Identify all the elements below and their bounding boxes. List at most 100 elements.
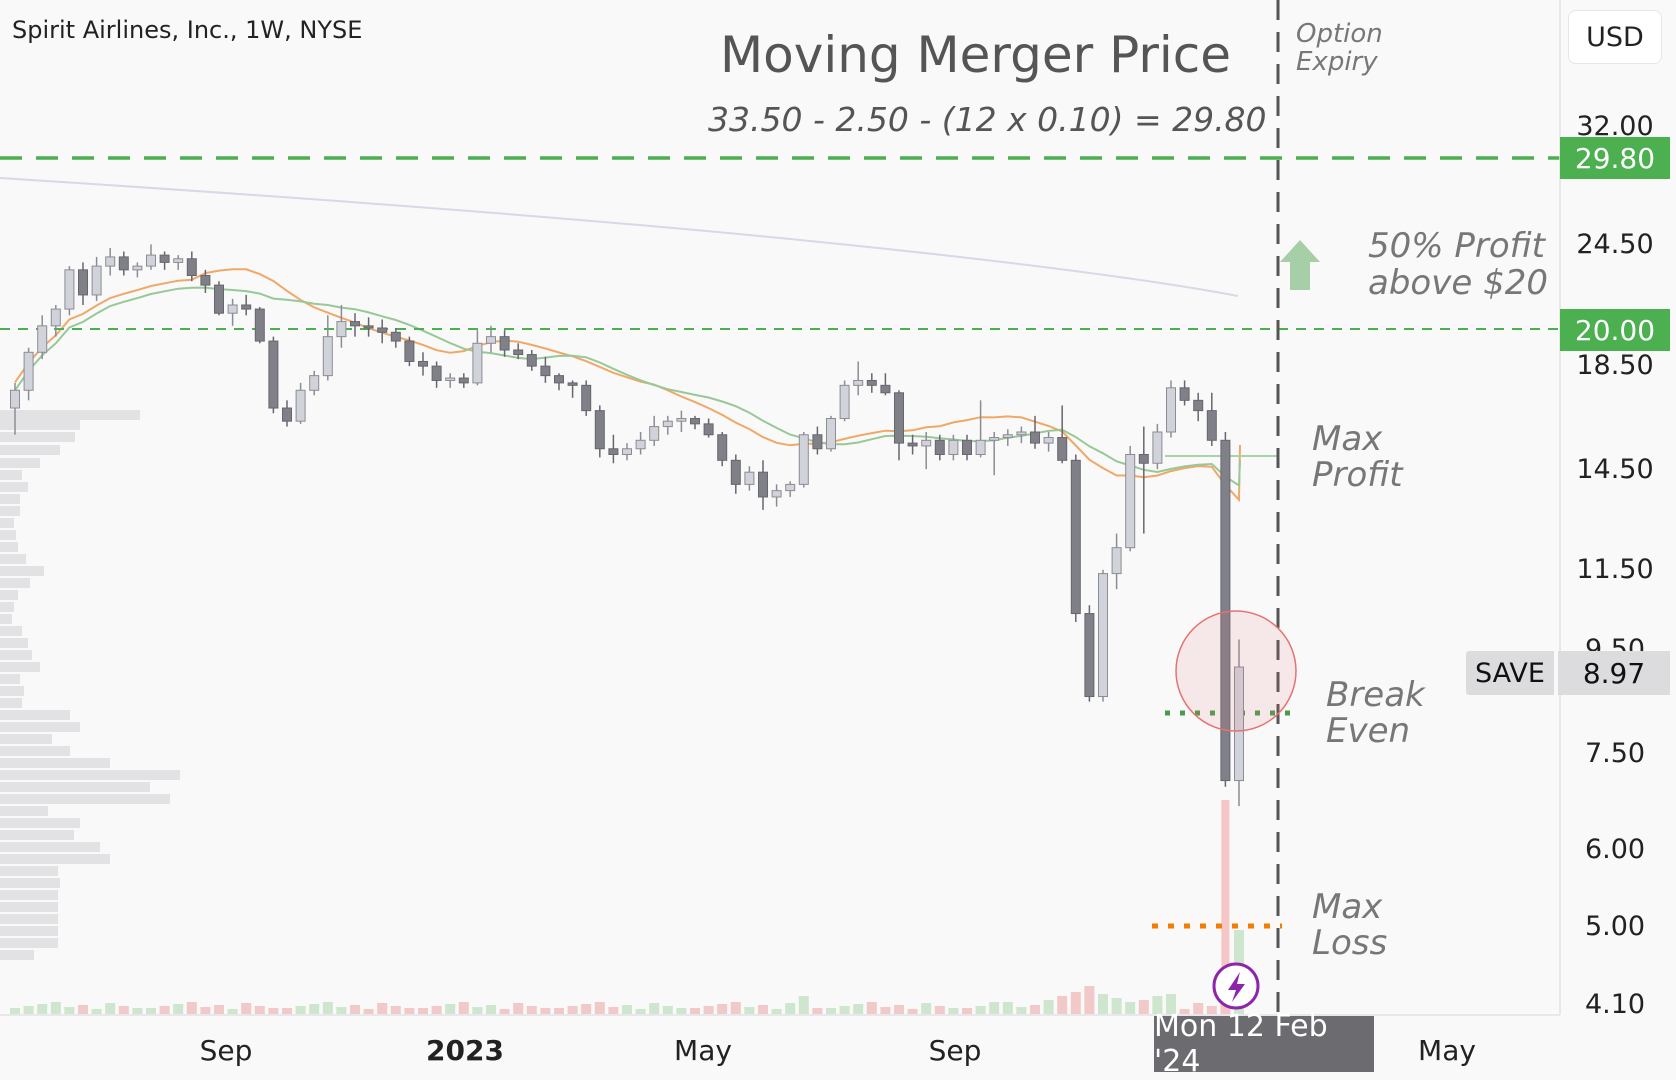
candle — [1220, 432, 1231, 787]
candle-body — [554, 375, 564, 384]
profit-50-line-2: above $20 — [1368, 263, 1548, 303]
volume-bar — [758, 1005, 768, 1014]
candle — [173, 255, 184, 270]
volume-profile-bar — [0, 470, 22, 480]
volume-bar — [526, 1006, 537, 1014]
volume-bar — [907, 1009, 918, 1014]
candle-body — [1193, 399, 1204, 412]
candle — [526, 350, 537, 371]
volume-bar — [676, 1008, 687, 1014]
candle-body — [350, 321, 360, 327]
candle — [975, 400, 986, 458]
price-label-29-80[interactable]: 29.80 — [1560, 137, 1670, 179]
volume-profile-bar — [0, 890, 58, 900]
candle-body — [649, 426, 660, 441]
candle — [540, 356, 551, 383]
chart-overlays — [1175, 0, 1320, 1015]
moving-average-orange — [14, 268, 1241, 503]
volume-bar — [853, 1004, 864, 1014]
candle — [268, 336, 279, 414]
candle — [594, 405, 605, 458]
price-tick-label: 7.50 — [1585, 738, 1645, 769]
volume-profile-bar — [0, 818, 80, 828]
volume-bar — [1206, 1006, 1217, 1014]
symbol-title[interactable]: Spirit Airlines, Inc., 1W, NYSE — [12, 16, 363, 44]
candle-body — [159, 254, 170, 263]
volume-profile-bar — [0, 770, 180, 780]
candle-body — [499, 336, 510, 351]
volume-bar — [662, 1006, 673, 1014]
volume-profile-bar — [0, 746, 70, 756]
candle-body — [894, 392, 904, 444]
volume-bar — [146, 1008, 156, 1014]
volume-profile-bar — [0, 662, 40, 672]
volume-bar — [431, 1006, 442, 1014]
candle — [581, 380, 592, 416]
price-tick-label: 18.50 — [1576, 350, 1653, 381]
up-arrow-icon — [1280, 240, 1320, 290]
volume-bar — [1070, 992, 1081, 1014]
candle-body — [962, 439, 972, 455]
option-expiry-line-2: Expiry — [1296, 47, 1378, 77]
last-price-label[interactable]: 8.97 — [1558, 651, 1670, 695]
candle-body — [758, 471, 768, 498]
candle — [1125, 445, 1136, 552]
candle — [758, 460, 768, 510]
break-even-line-2: Even — [1326, 711, 1411, 751]
volume-bar — [839, 1006, 850, 1014]
price-tick-label: 32.00 — [1576, 111, 1653, 142]
candle-body — [10, 389, 20, 409]
candle — [91, 256, 102, 301]
candle-body — [1111, 547, 1122, 575]
volume-profile-bar — [0, 614, 12, 624]
time-tick-label: May — [1418, 1034, 1476, 1067]
candle-body — [1179, 387, 1190, 401]
candle-body — [200, 275, 211, 286]
volume-bar — [1166, 994, 1176, 1014]
candle — [853, 361, 864, 396]
volume-bar — [23, 1006, 34, 1014]
candle — [717, 432, 728, 467]
candle — [146, 244, 156, 270]
candle — [826, 415, 836, 452]
candle-body — [1152, 431, 1163, 464]
candle — [64, 266, 75, 316]
volume-profile-bar — [0, 902, 58, 912]
volume-profile-bar — [0, 674, 20, 684]
price-tick-label: 5.00 — [1585, 911, 1645, 942]
candle — [132, 262, 143, 278]
candle-body — [622, 448, 632, 455]
candle-body — [445, 377, 456, 381]
time-tick-label: Sep — [929, 1034, 982, 1067]
candle-body — [798, 434, 809, 485]
candle — [880, 373, 891, 396]
candle-body — [1070, 459, 1081, 615]
candle-body — [214, 284, 224, 314]
candle-body — [690, 418, 700, 425]
currency-button[interactable]: USD — [1568, 10, 1662, 64]
candle-body — [254, 308, 265, 342]
candle — [418, 352, 428, 376]
volume-bar — [268, 1008, 279, 1014]
volume-bar — [227, 1009, 238, 1014]
volume-bar — [78, 1005, 88, 1014]
candle-body — [295, 389, 306, 422]
volume-bar — [1179, 1009, 1190, 1014]
volume-bar — [649, 1003, 660, 1014]
candle-body — [1220, 439, 1231, 782]
volume-bar — [554, 1008, 564, 1014]
candle — [894, 390, 904, 461]
volume-bar — [241, 1003, 252, 1014]
candle-body — [377, 327, 388, 333]
volume-bar — [499, 1009, 510, 1014]
price-tick-label: 24.50 — [1576, 229, 1653, 260]
volume-bar — [703, 1006, 714, 1014]
time-axis[interactable]: Sep 2023 May Sep May — [200, 1034, 1476, 1067]
price-label-20-00[interactable]: 20.00 — [1560, 309, 1670, 351]
volume-bar — [635, 1009, 646, 1014]
volume-bar — [295, 1006, 306, 1014]
volume-bar — [771, 1009, 782, 1014]
highlight-circle — [1175, 610, 1297, 732]
time-tick-label: May — [674, 1034, 732, 1067]
